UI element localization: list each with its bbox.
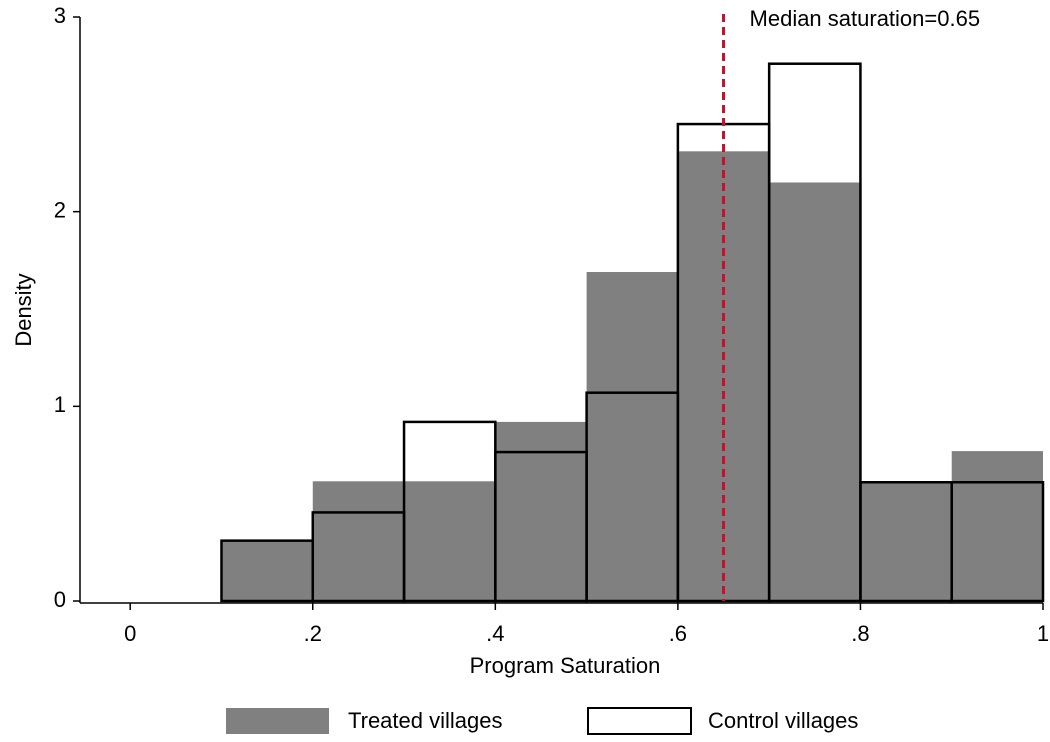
y-tick-label: 2: [54, 197, 66, 222]
x-tick-label: .4: [486, 621, 504, 646]
y-tick-label: 1: [54, 392, 66, 417]
median-label: Median saturation=0.65: [750, 6, 981, 31]
x-axis-title: Program Saturation: [470, 653, 661, 678]
histogram-bar: [221, 540, 313, 601]
histogram-bar: [769, 182, 861, 601]
x-tick-label: .8: [851, 621, 869, 646]
histogram-bar: [586, 272, 678, 601]
legend-swatch: [226, 708, 329, 734]
legend-swatch: [587, 707, 692, 735]
histogram-bar: [495, 421, 587, 601]
histogram-bar: [951, 451, 1043, 601]
y-tick-label: 3: [54, 3, 66, 28]
histogram-bar: [767, 62, 862, 603]
y-tick-label: 0: [54, 587, 66, 612]
x-tick-label: .2: [304, 621, 322, 646]
legend-label: Control villages: [708, 708, 858, 733]
histogram-bar: [677, 151, 770, 601]
x-tick-label: 1: [1037, 621, 1049, 646]
histogram-bar: [312, 481, 405, 601]
histogram-bar: [950, 481, 1045, 603]
histogram-bar: [404, 481, 496, 601]
x-tick-label: 0: [124, 621, 136, 646]
x-tick-label: .6: [669, 621, 687, 646]
histogram-bar: [860, 482, 952, 601]
y-axis-title: Density: [11, 273, 36, 346]
legend-label: Treated villages: [348, 708, 502, 733]
